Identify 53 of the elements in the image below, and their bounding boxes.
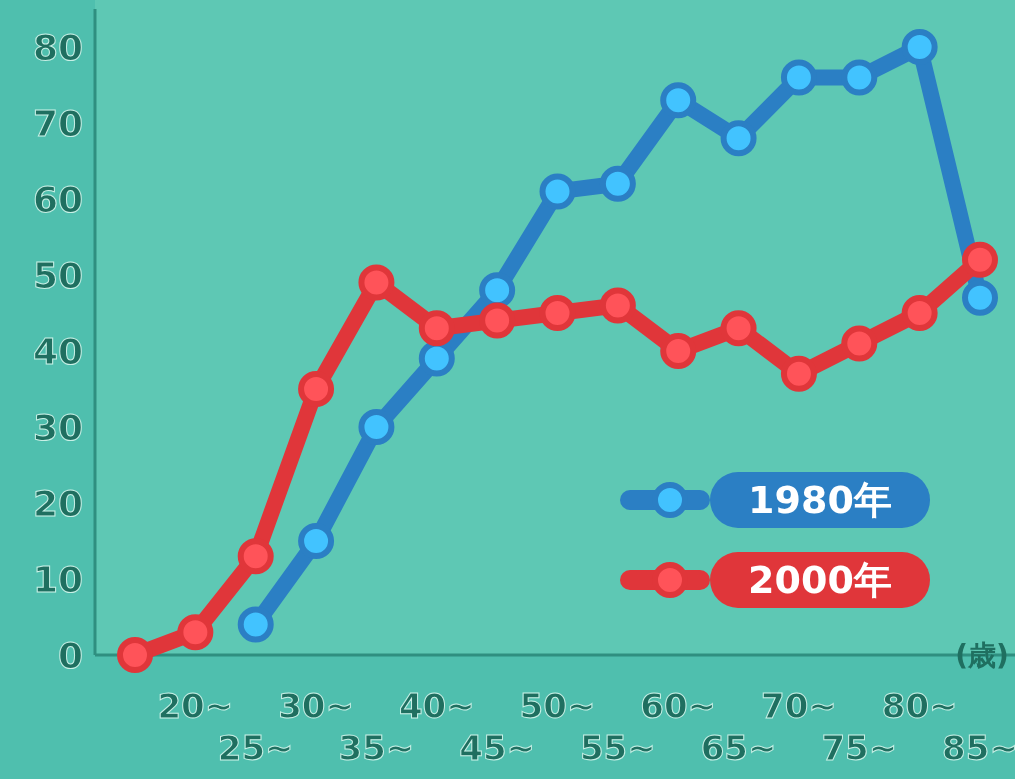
point xyxy=(901,295,938,331)
x-tick-label: 70~ xyxy=(761,686,837,726)
legend-label: 1980年 xyxy=(748,478,892,522)
y-tick-label: 0 xyxy=(57,634,83,676)
x-axis-title: (歳) xyxy=(955,638,1009,672)
point xyxy=(418,340,455,377)
point xyxy=(660,333,697,369)
point xyxy=(841,59,878,96)
point xyxy=(237,538,274,575)
x-tick-label: 85~ xyxy=(942,728,1015,768)
x-tick-label: 80~ xyxy=(881,686,958,726)
y-tick-label: 50 xyxy=(32,254,83,296)
y-tick-label: 40 xyxy=(32,330,83,372)
legend-label: 2000年 xyxy=(748,558,892,602)
point xyxy=(962,241,998,278)
point xyxy=(479,302,516,339)
point xyxy=(298,371,335,407)
y-tick-label: 70 xyxy=(32,102,83,144)
y-tick-label: 80 xyxy=(32,26,83,68)
x-tick-label: 75~ xyxy=(821,728,898,768)
point xyxy=(539,295,576,331)
point xyxy=(720,120,757,157)
point xyxy=(841,325,878,362)
x-tick-label: 65~ xyxy=(700,728,777,768)
x-tick-label: 25~ xyxy=(217,728,294,768)
x-tick-label: 50~ xyxy=(519,686,596,726)
point xyxy=(298,523,335,559)
x-tick-label: 45~ xyxy=(459,728,536,768)
x-tick-label: 20~ xyxy=(157,686,234,726)
x-tick-label: 30~ xyxy=(278,686,354,726)
x-tick-label: 55~ xyxy=(579,728,656,768)
point xyxy=(780,355,817,392)
y-tick-label: 10 xyxy=(32,558,83,600)
point xyxy=(358,264,395,301)
point xyxy=(418,310,455,347)
y-tick-label: 20 xyxy=(32,482,83,524)
y-tick-label: 60 xyxy=(32,178,83,220)
point xyxy=(358,409,395,445)
point xyxy=(177,614,214,651)
x-tick-label: 60~ xyxy=(640,686,717,726)
point xyxy=(539,173,576,210)
point xyxy=(720,310,757,347)
point xyxy=(780,59,817,96)
x-tick-label: 40~ xyxy=(398,686,475,726)
x-tick-label: 35~ xyxy=(338,728,415,768)
point xyxy=(599,287,636,324)
point xyxy=(660,82,697,119)
y-tick-label: 30 xyxy=(32,406,83,448)
point xyxy=(901,29,938,65)
point xyxy=(599,165,636,202)
point xyxy=(237,606,274,643)
point xyxy=(117,637,153,673)
point xyxy=(962,279,998,316)
